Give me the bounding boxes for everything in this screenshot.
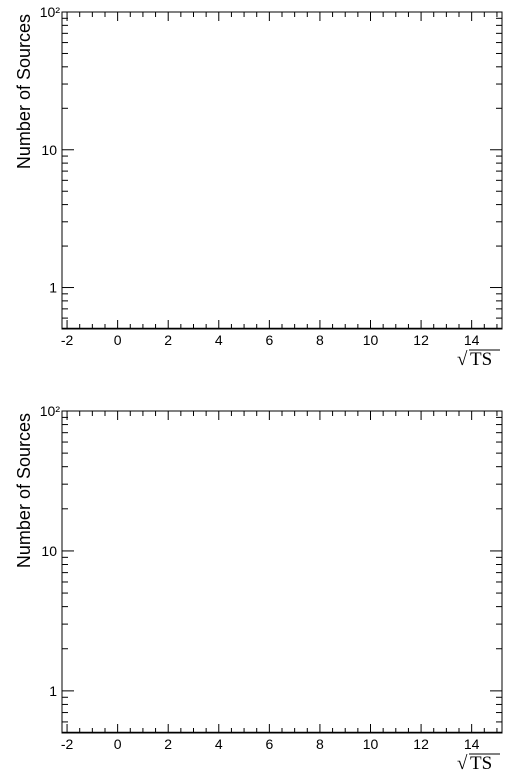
y-tick-label: 1 (49, 683, 57, 699)
x-tick-label: 6 (265, 736, 273, 752)
bottom-histogram-panel: -2 0 2 4 6 8 10 12 14 1 10 10² Number of Sources TS√ (14, 403, 503, 774)
plot-frame (61, 11, 503, 330)
x-tick-label: 8 (316, 332, 324, 348)
x-tick-label: 10 (363, 332, 379, 348)
x-axis-title: TS√ (457, 349, 500, 370)
top-histogram-panel: -2 0 2 4 6 8 10 12 14 1 10 10² Number of Sources TS√ (14, 4, 503, 370)
x-tick-label: 8 (316, 736, 324, 752)
y-tick-label: 10 (41, 543, 57, 559)
x-tick-label: 2 (164, 332, 172, 348)
x-tick-label: 0 (114, 332, 122, 348)
y-tick-label: 10² (40, 403, 61, 419)
x-tick-label: 12 (413, 736, 429, 752)
y-tick-label: 1 (49, 280, 57, 296)
x-tick-label: 14 (464, 736, 480, 752)
svg-text:√: √ (457, 753, 468, 774)
svg-text:√: √ (457, 349, 468, 370)
x-tick-label: 12 (413, 332, 429, 348)
y-tick-label: 10 (41, 142, 57, 158)
x-tick-label: 2 (164, 736, 172, 752)
x-tick-label: 10 (363, 736, 379, 752)
x-tick-label: -2 (61, 736, 74, 752)
x-tick-label: 4 (215, 332, 223, 348)
x-tick-label: -2 (61, 332, 74, 348)
x-tick-label: 4 (215, 736, 223, 752)
y-axis-title: Number of Sources (14, 413, 34, 568)
x-tick-label: 6 (265, 332, 273, 348)
svg-text:TS: TS (470, 753, 492, 774)
x-axis-title: TS√ (457, 753, 500, 774)
plot-frame (61, 410, 503, 734)
y-axis-title: Number of Sources (14, 14, 34, 169)
x-tick-label: 0 (114, 736, 122, 752)
y-tick-label: 10² (40, 4, 61, 20)
svg-text:TS: TS (470, 349, 492, 370)
x-tick-label: 14 (464, 332, 480, 348)
